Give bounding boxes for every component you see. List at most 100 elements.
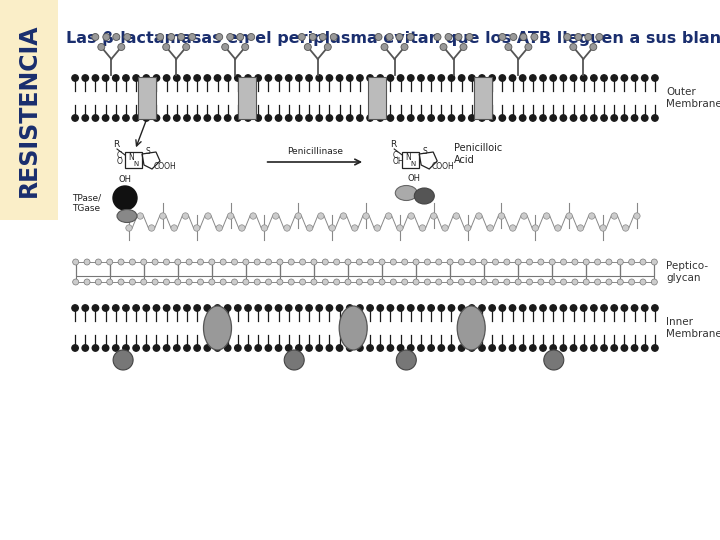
- Circle shape: [284, 350, 304, 370]
- Circle shape: [611, 115, 618, 121]
- Bar: [238, 77, 256, 119]
- Circle shape: [408, 305, 414, 311]
- Circle shape: [575, 33, 582, 40]
- Circle shape: [617, 259, 624, 265]
- Circle shape: [621, 345, 628, 351]
- Text: Penicilloic
Acid: Penicilloic Acid: [454, 143, 503, 165]
- Circle shape: [346, 115, 353, 121]
- Circle shape: [629, 279, 634, 285]
- Circle shape: [324, 44, 331, 51]
- Circle shape: [611, 75, 618, 81]
- Circle shape: [310, 33, 316, 40]
- Circle shape: [550, 75, 557, 81]
- Circle shape: [95, 259, 102, 265]
- Circle shape: [102, 305, 109, 311]
- Circle shape: [374, 225, 380, 231]
- Circle shape: [402, 279, 408, 285]
- Circle shape: [642, 115, 648, 121]
- Circle shape: [102, 75, 109, 81]
- Circle shape: [112, 75, 119, 81]
- Circle shape: [286, 75, 292, 81]
- Circle shape: [621, 115, 628, 121]
- Circle shape: [396, 350, 416, 370]
- Circle shape: [215, 345, 221, 351]
- Circle shape: [379, 259, 385, 265]
- Circle shape: [459, 305, 465, 311]
- Circle shape: [72, 115, 78, 121]
- Circle shape: [73, 259, 78, 265]
- Circle shape: [163, 259, 169, 265]
- Circle shape: [499, 305, 505, 311]
- Circle shape: [232, 279, 238, 285]
- Circle shape: [305, 44, 311, 51]
- Circle shape: [570, 75, 577, 81]
- Circle shape: [479, 75, 485, 81]
- Circle shape: [266, 259, 271, 265]
- Circle shape: [583, 279, 589, 285]
- Text: C: C: [117, 151, 122, 159]
- Ellipse shape: [117, 210, 137, 222]
- Circle shape: [275, 115, 282, 121]
- Circle shape: [601, 345, 607, 351]
- Circle shape: [265, 75, 271, 81]
- Circle shape: [275, 305, 282, 311]
- Circle shape: [243, 279, 249, 285]
- Circle shape: [652, 259, 657, 265]
- Circle shape: [572, 259, 578, 265]
- Circle shape: [459, 345, 465, 351]
- Circle shape: [499, 345, 505, 351]
- Circle shape: [489, 115, 495, 121]
- Circle shape: [204, 345, 210, 351]
- Circle shape: [265, 115, 271, 121]
- Circle shape: [595, 259, 600, 265]
- Circle shape: [356, 115, 363, 121]
- Circle shape: [133, 75, 140, 81]
- Circle shape: [163, 279, 169, 285]
- Circle shape: [323, 259, 328, 265]
- Circle shape: [72, 305, 78, 311]
- Circle shape: [228, 213, 234, 219]
- Circle shape: [550, 115, 557, 121]
- Circle shape: [601, 305, 607, 311]
- Circle shape: [326, 345, 333, 351]
- Circle shape: [346, 75, 353, 81]
- Circle shape: [583, 259, 589, 265]
- Ellipse shape: [457, 306, 485, 350]
- Circle shape: [538, 259, 544, 265]
- Circle shape: [306, 305, 312, 311]
- Circle shape: [140, 279, 147, 285]
- Circle shape: [487, 225, 493, 231]
- Circle shape: [367, 75, 373, 81]
- Circle shape: [341, 213, 346, 219]
- Circle shape: [186, 279, 192, 285]
- Circle shape: [194, 115, 200, 121]
- Circle shape: [174, 115, 180, 121]
- Circle shape: [476, 213, 482, 219]
- Circle shape: [631, 75, 638, 81]
- Circle shape: [640, 259, 646, 265]
- Text: C: C: [392, 151, 397, 159]
- Circle shape: [438, 305, 444, 311]
- Ellipse shape: [339, 306, 367, 350]
- Text: N: N: [410, 161, 415, 167]
- Circle shape: [356, 345, 363, 351]
- Text: COOH: COOH: [154, 162, 176, 171]
- Circle shape: [464, 225, 471, 231]
- Circle shape: [479, 305, 485, 311]
- Circle shape: [386, 33, 393, 40]
- Circle shape: [122, 305, 129, 311]
- Circle shape: [232, 259, 238, 265]
- Circle shape: [336, 345, 343, 351]
- Circle shape: [481, 279, 487, 285]
- Circle shape: [481, 259, 487, 265]
- Circle shape: [323, 279, 328, 285]
- Circle shape: [367, 305, 373, 311]
- Circle shape: [492, 259, 498, 265]
- Circle shape: [265, 305, 271, 311]
- Circle shape: [469, 259, 476, 265]
- Circle shape: [631, 115, 638, 121]
- Circle shape: [418, 345, 424, 351]
- Circle shape: [516, 259, 521, 265]
- Circle shape: [469, 279, 476, 285]
- Circle shape: [82, 75, 89, 81]
